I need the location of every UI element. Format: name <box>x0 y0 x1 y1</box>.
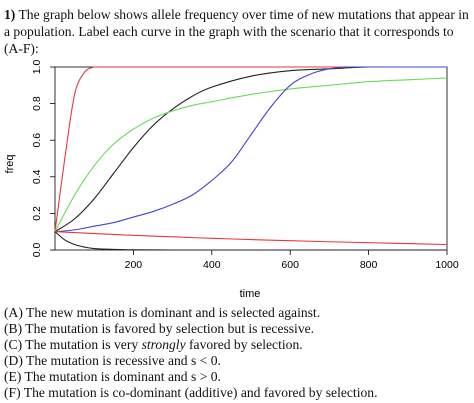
answer-options: (A) The new mutation is dominant and is … <box>4 305 472 401</box>
x-tick-label-1000: 1000 <box>435 259 459 271</box>
option-b-text: (B) The mutation is favored by selection… <box>4 321 315 336</box>
x-tick-label-400: 400 <box>203 259 221 271</box>
question-number: 1) <box>4 7 16 22</box>
question-prompt: The graph below shows allele frequency o… <box>4 7 469 56</box>
y-tick-label-0.2: 0.2 <box>31 206 43 221</box>
option-c-text: (C) The mutation is very <box>4 337 142 352</box>
series-line-3 <box>54 77 448 232</box>
x-tick-label-600: 600 <box>281 259 299 271</box>
option-e: (E) The mutation is dominant and s > 0. <box>4 369 472 385</box>
y-tick-label-0.6: 0.6 <box>31 133 43 148</box>
option-b: (B) The mutation is favored by selection… <box>4 321 472 337</box>
option-c-emphasis: strongly <box>141 337 186 352</box>
series-line-5 <box>54 231 448 246</box>
y-tick-label-1.0: 1.0 <box>31 60 43 75</box>
option-f-text: (F) The mutation is co-dominant (additiv… <box>4 385 378 400</box>
axes: 200 400 600 800 1000 0.0 0.2 0.4 0.6 0.8 1.0 <box>31 60 459 271</box>
y-tick-label-0.4: 0.4 <box>31 169 43 184</box>
option-d: (D) The mutation is recessive and s < 0. <box>4 353 472 369</box>
option-c: (C) The mutation is very strongly favore… <box>4 337 472 353</box>
series-line-4 <box>54 66 447 233</box>
y-tick-label-0.8: 0.8 <box>31 96 43 111</box>
x-tick-label-800: 800 <box>360 259 378 271</box>
question-text: 1) The graph below shows allele frequenc… <box>4 6 472 57</box>
series-line-2 <box>54 66 447 233</box>
option-c-tail: favored by selection. <box>185 337 303 352</box>
x-tick-label-200: 200 <box>125 259 143 271</box>
option-e-text: (E) The mutation is dominant and s > 0. <box>4 369 221 384</box>
x-axis-label: time <box>240 288 261 300</box>
option-f: (F) The mutation is co-dominant (additiv… <box>4 385 472 401</box>
option-d-text: (D) The mutation is recessive and s < 0. <box>4 353 221 368</box>
y-axis-label: freq <box>4 155 16 174</box>
series-line-1 <box>54 66 447 232</box>
series-lines <box>54 66 448 251</box>
y-tick-label-0.0: 0.0 <box>31 243 43 258</box>
series-line-6 <box>54 231 447 251</box>
option-a: (A) The new mutation is dominant and is … <box>4 305 472 321</box>
option-a-text: (A) The new mutation is dominant and is … <box>4 305 321 320</box>
